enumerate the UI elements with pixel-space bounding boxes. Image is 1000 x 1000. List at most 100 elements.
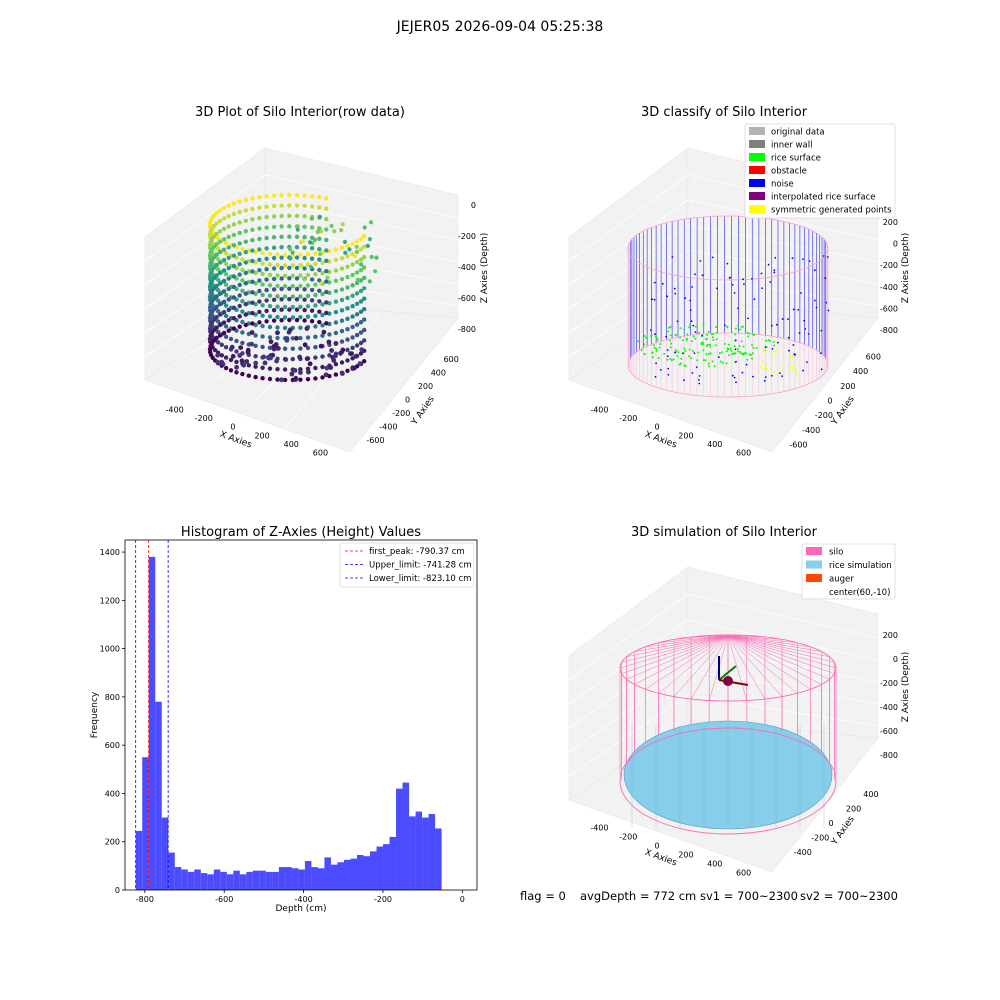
raw-point	[320, 302, 325, 307]
raw-point	[362, 234, 367, 239]
histogram-bar	[265, 871, 273, 890]
raw-point	[317, 288, 322, 293]
raw-point	[264, 277, 269, 282]
raw-point	[325, 275, 330, 280]
raw-point	[333, 268, 339, 273]
raw-point	[308, 240, 313, 245]
raw-point	[217, 302, 223, 307]
rice-surface-point	[718, 352, 721, 355]
raw-point	[319, 229, 324, 234]
rice-surface-point	[747, 335, 750, 338]
raw-point	[302, 266, 307, 271]
raw-point	[369, 254, 374, 259]
simulation-z-tick: 200	[883, 631, 898, 640]
histogram-legend-frame	[339, 542, 475, 588]
raw-point	[282, 273, 288, 278]
histogram-bar	[220, 871, 227, 890]
noise-point	[716, 287, 718, 290]
raw-point	[362, 296, 367, 301]
noise-point	[701, 334, 704, 337]
rice-surface-point	[688, 355, 691, 358]
simulation-3d-plot: 3D simulation of Silo Interior -400-2000…	[568, 525, 911, 878]
raw-point	[355, 277, 360, 282]
rice-surface-point	[714, 344, 717, 347]
raw-point	[221, 216, 227, 221]
noise-point	[726, 262, 729, 265]
noise-point	[800, 292, 802, 294]
raw-point	[275, 335, 280, 341]
noise-point	[735, 381, 737, 384]
rice-surface-point	[737, 324, 739, 327]
histogram-bar	[187, 871, 195, 890]
symmetric-point	[796, 352, 799, 355]
symmetric-point	[791, 367, 794, 370]
raw-point	[324, 289, 329, 295]
raw-point	[358, 236, 364, 242]
noise-point	[653, 281, 656, 284]
noise-point	[778, 372, 781, 374]
raw-point	[249, 341, 255, 347]
rice-surface-point	[666, 358, 669, 361]
symmetric-point	[789, 366, 792, 369]
raw-point	[333, 341, 339, 346]
raw-point	[271, 214, 277, 219]
raw-point	[339, 276, 345, 282]
rice-surface-point	[708, 365, 711, 368]
raw-point	[243, 208, 248, 213]
raw-point	[342, 239, 347, 244]
noise-point	[802, 258, 804, 260]
raw-point	[271, 266, 277, 271]
raw-point	[309, 246, 315, 251]
rice-surface-point	[651, 352, 654, 354]
raw-point	[302, 214, 307, 219]
raw-point	[317, 247, 322, 252]
noise-point	[747, 317, 749, 320]
histogram-bar	[174, 867, 182, 890]
rice-surface-point	[656, 338, 659, 341]
raw-point	[275, 283, 280, 289]
raw-point	[276, 346, 281, 351]
raw-point	[294, 213, 300, 219]
noise-point	[774, 256, 777, 259]
histogram-bar	[317, 868, 325, 890]
noise-point	[667, 367, 670, 370]
raw-point	[257, 247, 262, 252]
simulation-x-tick: -400	[590, 824, 608, 833]
raw-point	[264, 308, 269, 314]
rice-surface-point	[734, 327, 737, 330]
raw-point	[287, 265, 292, 271]
raw-point	[268, 339, 274, 345]
raw-point	[345, 327, 350, 332]
simulation-z-tick: 0	[893, 655, 898, 664]
raw-point	[320, 323, 325, 328]
raw-x-tick: 200	[254, 431, 269, 440]
raw-point	[267, 283, 273, 288]
rice-surface-point	[643, 343, 646, 346]
raw-point	[350, 293, 355, 298]
rice-surface-point	[733, 345, 736, 348]
raw-point	[345, 316, 350, 321]
simulation-z-tick: -600	[880, 727, 898, 736]
classify-x-tick: -200	[619, 414, 637, 423]
histogram-x-tick: -600	[215, 895, 233, 904]
raw-point	[354, 291, 360, 296]
raw-point	[320, 312, 325, 318]
raw-point	[240, 257, 245, 262]
raw-point	[250, 196, 255, 201]
noise-point	[698, 382, 701, 385]
raw-point	[237, 282, 242, 288]
simulation-legend-label: silo	[829, 548, 843, 558]
rice-surface-point	[714, 326, 717, 328]
rice-surface-point	[682, 339, 685, 342]
raw-point	[324, 321, 329, 326]
raw-point	[345, 337, 350, 342]
raw-point	[237, 293, 242, 298]
raw-point	[324, 196, 329, 201]
rice-surface-point	[640, 349, 643, 351]
raw-point	[367, 237, 372, 242]
raw-point	[290, 273, 295, 278]
histogram-bar	[330, 864, 338, 890]
rice-surface-point	[712, 332, 715, 335]
raw-point	[257, 195, 262, 200]
histogram-x-tick: 0	[460, 895, 465, 904]
